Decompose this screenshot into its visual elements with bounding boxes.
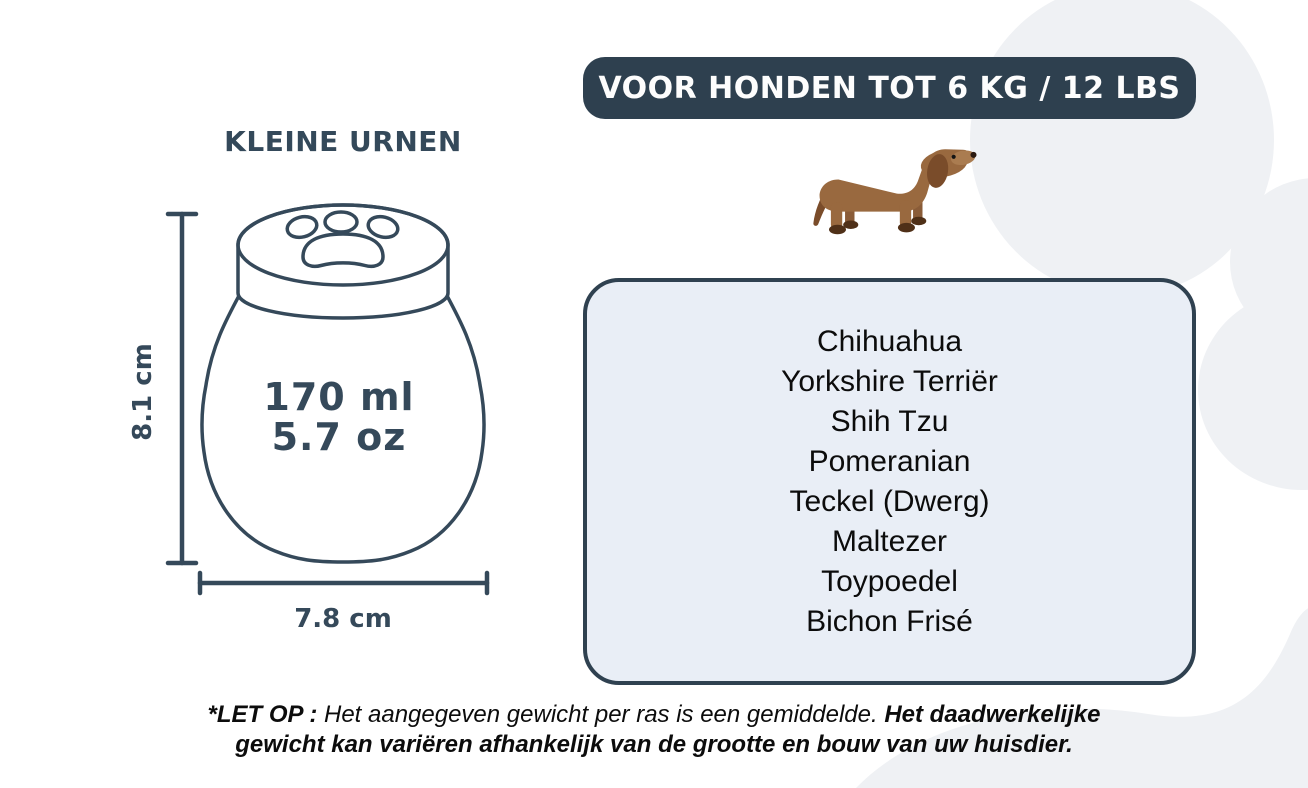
dog-eye bbox=[951, 154, 956, 159]
urn-volume-ml: 170 ml bbox=[263, 375, 414, 419]
breed-list-box: Chihuahua Yorkshire Terriër Shih Tzu Pomera… bbox=[583, 278, 1196, 685]
dog-near-rear-paw bbox=[829, 224, 846, 235]
disclaimer-note: *LET OP : Het aangegeven gewicht per ras… bbox=[104, 700, 1204, 760]
watermark-toe-1 bbox=[970, 0, 1274, 296]
urn-body-outline bbox=[200, 290, 486, 564]
disclaimer-prefix: *LET OP : bbox=[207, 701, 324, 728]
dachshund-icon bbox=[813, 149, 977, 235]
urn-volume-oz: 5.7 oz bbox=[272, 415, 407, 459]
urn-lid-paw-icon bbox=[285, 210, 400, 269]
weight-banner: VOOR HONDEN TOT 6 KG / 12 LBS bbox=[583, 57, 1196, 119]
breed-item: Yorkshire Terriër bbox=[781, 364, 998, 398]
urn-lid-rim bbox=[236, 203, 450, 287]
dog-far-front-paw bbox=[911, 216, 927, 226]
disclaimer-bold-1: Het daadwerkelijke bbox=[884, 701, 1101, 728]
height-dimension-label: 8.1 cm bbox=[128, 343, 158, 441]
disclaimer-normal: Het aangegeven gewicht per ras is een ge… bbox=[323, 701, 885, 728]
watermark-toe-3 bbox=[1198, 290, 1308, 490]
dog-near-front-leg bbox=[899, 200, 912, 228]
breed-item: Bichon Frisé bbox=[806, 604, 973, 638]
breed-item: Teckel (Dwerg) bbox=[789, 484, 990, 518]
breed-item: Toypoedel bbox=[821, 564, 958, 598]
width-dimension-line bbox=[197, 570, 490, 596]
breed-item: Shih Tzu bbox=[830, 404, 949, 438]
breed-item: Maltezer bbox=[831, 524, 948, 558]
width-dimension-label: 7.8 cm bbox=[294, 604, 392, 634]
small-urn-line-drawing: 170 ml 5.7 oz 8.1 cm 7.8 cm bbox=[128, 203, 490, 634]
breed-item: Chihuahua bbox=[816, 324, 963, 358]
weight-banner-label: VOOR HONDEN TOT 6 KG / 12 LBS bbox=[598, 70, 1181, 106]
dog-near-front-paw bbox=[897, 222, 915, 233]
height-dimension-line bbox=[165, 211, 199, 566]
breed-item: Pomeranian bbox=[808, 444, 971, 478]
dog-ear bbox=[927, 154, 949, 188]
urn-section-title: KLEINE URNEN bbox=[224, 125, 462, 158]
dog-muzzle bbox=[950, 150, 976, 166]
dog-near-rear-leg bbox=[830, 202, 843, 230]
dog-far-rear-paw bbox=[843, 220, 859, 230]
disclaimer-bold-2: gewicht kan variëren afhankelijk van de … bbox=[235, 731, 1073, 758]
watermark-pad bbox=[856, 608, 1308, 788]
dog-nose bbox=[970, 151, 977, 158]
